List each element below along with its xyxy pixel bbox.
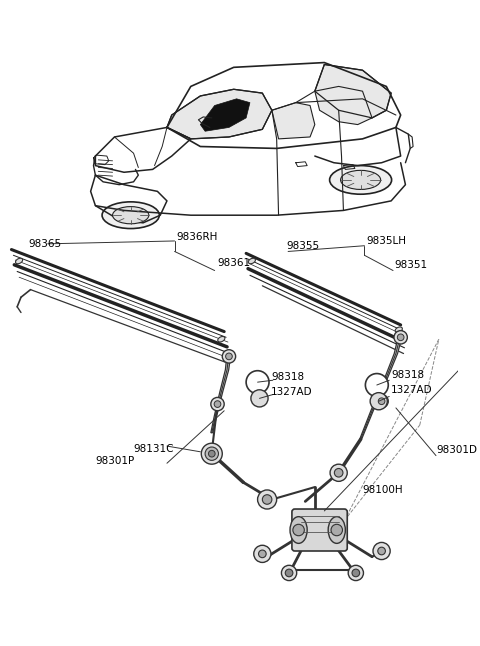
Text: 1327AD: 1327AD <box>271 387 312 397</box>
Circle shape <box>222 349 236 363</box>
Polygon shape <box>315 65 391 118</box>
Ellipse shape <box>15 258 23 264</box>
Circle shape <box>281 565 297 581</box>
Circle shape <box>263 495 272 505</box>
Circle shape <box>293 525 304 536</box>
Text: 98318: 98318 <box>271 372 304 382</box>
Circle shape <box>211 397 224 411</box>
Circle shape <box>378 547 385 555</box>
Circle shape <box>258 490 276 509</box>
Text: 98318: 98318 <box>391 370 424 380</box>
Ellipse shape <box>102 202 159 229</box>
FancyBboxPatch shape <box>292 509 347 551</box>
Circle shape <box>375 395 388 408</box>
Ellipse shape <box>328 517 345 543</box>
Circle shape <box>335 468 343 477</box>
Text: 9835LH: 9835LH <box>366 236 407 246</box>
Circle shape <box>352 569 360 577</box>
Polygon shape <box>272 103 315 139</box>
Circle shape <box>394 331 408 344</box>
Circle shape <box>201 443 222 464</box>
Polygon shape <box>315 87 372 125</box>
Circle shape <box>331 525 342 536</box>
Circle shape <box>330 464 347 481</box>
Circle shape <box>208 450 215 457</box>
Text: 98355: 98355 <box>286 241 319 251</box>
Circle shape <box>246 371 269 393</box>
Circle shape <box>214 401 221 408</box>
Ellipse shape <box>330 165 392 194</box>
Circle shape <box>285 569 293 577</box>
Ellipse shape <box>218 337 225 342</box>
Circle shape <box>205 447 218 461</box>
Circle shape <box>370 393 387 410</box>
Circle shape <box>251 390 268 407</box>
Text: 1327AD: 1327AD <box>391 385 433 395</box>
Circle shape <box>378 398 385 404</box>
Circle shape <box>259 550 266 557</box>
Circle shape <box>226 353 232 360</box>
Circle shape <box>365 373 388 397</box>
Ellipse shape <box>290 517 307 543</box>
Text: 98301D: 98301D <box>436 445 477 455</box>
Ellipse shape <box>113 207 149 224</box>
Circle shape <box>348 565 363 581</box>
Text: 98100H: 98100H <box>362 485 403 495</box>
Polygon shape <box>167 89 272 139</box>
Text: 98361: 98361 <box>217 258 251 268</box>
Circle shape <box>254 545 271 563</box>
Polygon shape <box>200 99 250 131</box>
Text: 98131C: 98131C <box>133 444 174 454</box>
Circle shape <box>397 334 404 340</box>
Polygon shape <box>360 335 403 439</box>
Ellipse shape <box>395 327 402 333</box>
Ellipse shape <box>248 258 255 264</box>
Text: 98301P: 98301P <box>96 456 135 466</box>
Polygon shape <box>211 353 231 433</box>
Text: 9836RH: 9836RH <box>177 232 218 242</box>
Ellipse shape <box>341 171 381 189</box>
Text: 98351: 98351 <box>394 260 427 270</box>
Text: 98365: 98365 <box>29 239 62 249</box>
Circle shape <box>373 543 390 559</box>
